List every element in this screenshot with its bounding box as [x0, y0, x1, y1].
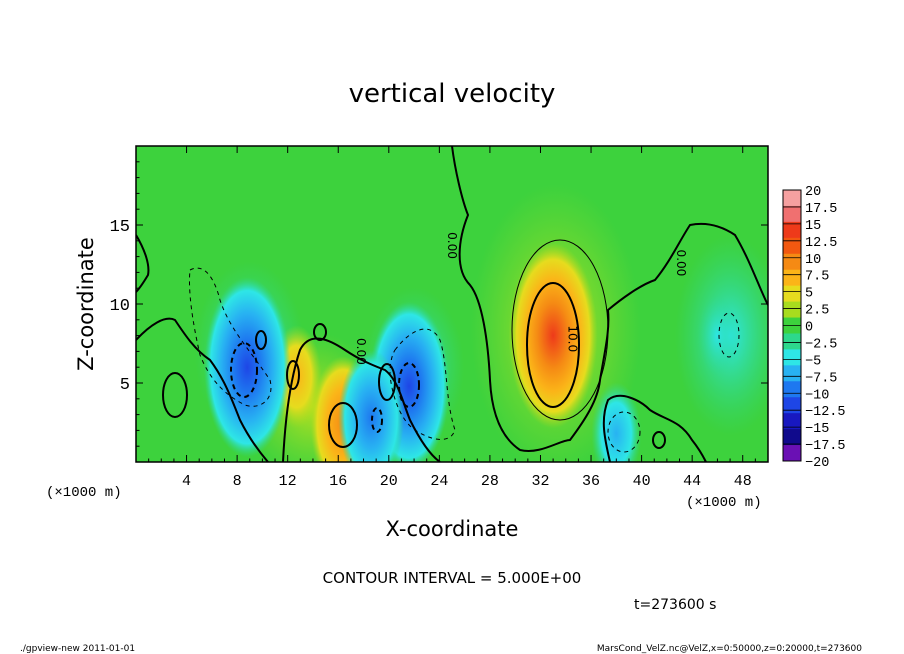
contour-bottom-right — [602, 394, 707, 462]
contour-neg-blue-left — [230, 342, 258, 398]
colorbar-label-1: 17.5 — [805, 202, 837, 217]
colorbar-label-5: 7.5 — [805, 270, 829, 285]
chart-title: vertical velocity — [349, 79, 556, 109]
colorbar-swatch-6 — [783, 285, 801, 302]
x-tick-label-10: 44 — [683, 473, 701, 490]
colorbar-swatch-2 — [783, 221, 801, 239]
contour-red-10 — [526, 282, 580, 408]
contour-zero-mid — [282, 337, 441, 462]
x-unit-label-right: (×1000 m) — [686, 495, 762, 511]
contour-label-1: 0.00 — [674, 250, 688, 277]
downdraft-core-3 — [204, 277, 291, 458]
contour-small-a — [162, 372, 188, 418]
y-tick-label-0: 5 — [120, 376, 130, 395]
contour-red-5 — [511, 239, 609, 421]
colorbar-label-14: −15 — [805, 422, 829, 437]
footer-left: ./gpview-new 2011-01-01 — [20, 644, 135, 654]
footer-right: MarsCond_VelZ.nc@VelZ,x=0:50000,z=0:2000… — [597, 644, 862, 654]
colorbar-label-15: −17.5 — [805, 439, 846, 454]
contour-small-d — [313, 323, 327, 341]
contour-small-b — [378, 363, 396, 401]
colorbar-swatch-0 — [783, 190, 801, 207]
contour-neg-outer-left — [189, 267, 272, 407]
colorbar-label-11: −7.5 — [805, 371, 837, 386]
colorbar-swatch-10 — [783, 349, 801, 366]
contour-neg-blue-center — [398, 362, 420, 408]
colorbar-label-2: 15 — [805, 219, 821, 234]
colorbar-swatch-12 — [783, 381, 801, 398]
contour-neg-small — [371, 407, 383, 433]
colorbar-label-9: −2.5 — [805, 337, 837, 352]
contour-interval-note: CONTOUR INTERVAL = 5.000E+00 — [323, 569, 582, 587]
x-tick-label-11: 48 — [734, 473, 752, 490]
contour-neg-right — [718, 312, 740, 358]
x-tick-label-0: 4 — [182, 473, 191, 490]
colorbar-swatch-9 — [783, 333, 801, 350]
contour-labels: 0.00 0.00 0.00 10.0 — [354, 232, 688, 365]
contour-label-2: 0.00 — [354, 338, 368, 365]
x-axis-label: X-coordinate — [386, 517, 519, 541]
colorbar-swatch-1 — [783, 205, 801, 223]
downdraft-core-5 — [338, 349, 404, 462]
x-tick-label-4: 20 — [380, 473, 398, 490]
colorbar: 20 17.5 15 12.5 10 7.5 5 2.5 0−2.5 −5 −7.5 −10 −12.5… — [782, 185, 846, 471]
colorbar-swatch-7 — [783, 301, 801, 318]
colorbar-label-6: 5 — [805, 287, 813, 302]
colorbar-label-10: −5 — [805, 354, 821, 369]
contour-orange — [328, 402, 358, 448]
x-tick-label-2: 12 — [279, 473, 297, 490]
x-tick-label-8: 36 — [582, 473, 600, 490]
x-tick-label-7: 32 — [531, 473, 549, 490]
downdraft-core-6 — [591, 382, 642, 462]
downdraft-core-7 — [697, 295, 738, 377]
colorbar-swatch-4 — [783, 253, 801, 271]
x-unit-label-left: (×1000 m) — [46, 485, 122, 501]
x-axis: 4 8 12 16 20 24 28 32 36 40 44 48 — [148, 146, 756, 490]
x-tick-label-6: 28 — [481, 473, 499, 490]
colorbar-label-3: 12.5 — [805, 236, 837, 251]
colorbar-swatch-11 — [783, 365, 801, 382]
colorbar-swatch-16 — [783, 445, 801, 462]
colorbar-swatch-3 — [783, 237, 801, 255]
contour-lines — [136, 146, 768, 462]
colorbar-label-7: 2.5 — [805, 304, 829, 319]
contour-neg-bottom-right — [607, 411, 641, 453]
colorbar-label-0: 20 — [805, 185, 821, 200]
colorbar-swatch-15 — [783, 429, 801, 446]
colorbar-swatch-5 — [783, 269, 801, 287]
contour-small-e — [255, 330, 267, 350]
colorbar-swatch-13 — [783, 397, 801, 414]
colorbar-swatch-14 — [783, 413, 801, 430]
contour-zero-center — [451, 146, 768, 453]
contour-zero-left — [136, 317, 269, 462]
colorbar-label-13: −12.5 — [805, 405, 846, 420]
contour-yellow-small — [286, 360, 300, 390]
x-tick-label-3: 16 — [329, 473, 347, 490]
y-axis: 5 10 15 — [110, 161, 768, 447]
y-tick-label-1: 10 — [110, 297, 130, 316]
contour-label-3: 10.0 — [565, 325, 579, 352]
contour-small-c — [652, 431, 666, 449]
contour-left-edge — [136, 234, 150, 293]
contour-neg-outer-center — [389, 328, 456, 440]
colorbar-label-12: −10 — [805, 388, 829, 403]
colorbar-label-4: 10 — [805, 253, 821, 268]
colorbar-label-16: −20 — [805, 456, 829, 471]
x-tick-label-9: 40 — [633, 473, 651, 490]
colorbar-label-8: 0 — [805, 321, 813, 336]
x-tick-label-5: 24 — [430, 473, 448, 490]
y-axis-label: Z-coordinate — [74, 237, 98, 371]
contour-label-0: 0.00 — [445, 232, 459, 259]
x-tick-label-1: 8 — [233, 473, 242, 490]
updraft-core-0 — [508, 242, 598, 429]
heatmap-field — [136, 146, 768, 462]
time-stamp: t=273600 s — [634, 597, 716, 613]
y-tick-label-2: 15 — [110, 218, 130, 237]
